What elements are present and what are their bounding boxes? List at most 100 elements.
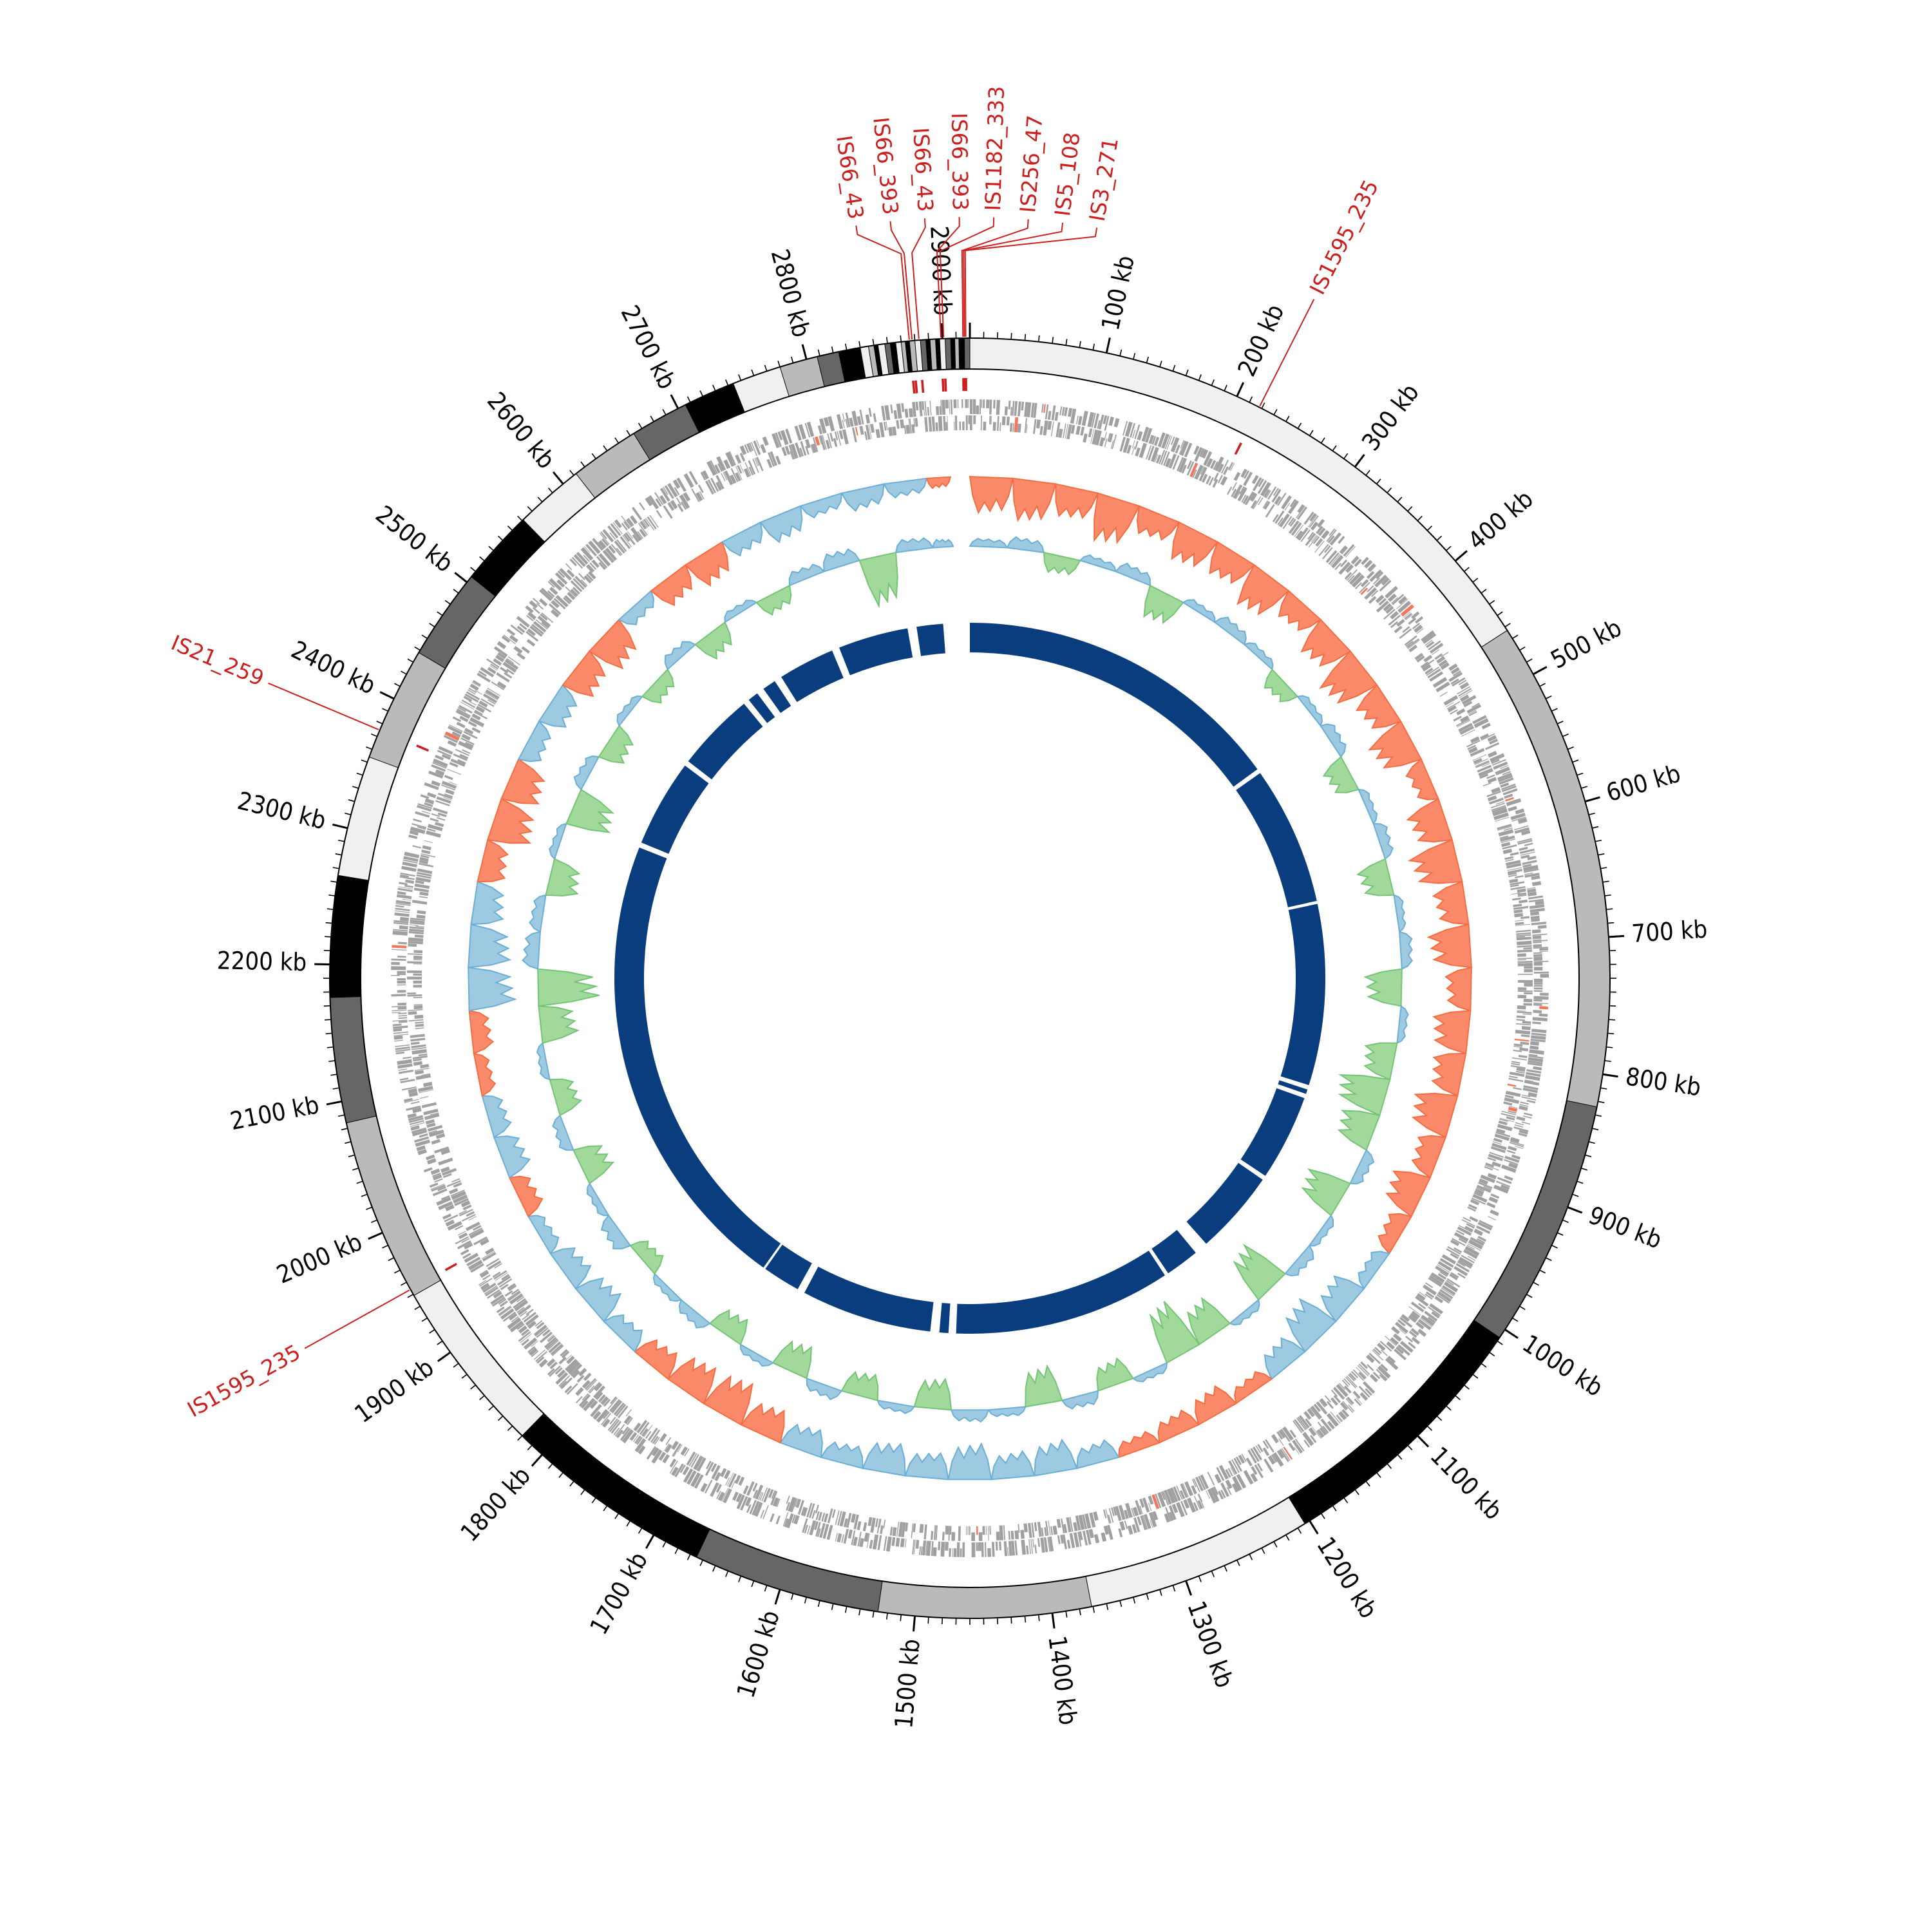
gene-reverse [730, 468, 739, 482]
minor-tick [1526, 658, 1533, 663]
gene-reverse [949, 1526, 952, 1535]
gene-reverse [1056, 422, 1061, 438]
gene-reverse [413, 963, 422, 965]
gene-reverse [415, 1027, 424, 1030]
gene-forward [556, 579, 565, 588]
gene-forward [972, 399, 976, 415]
gene-reverse [453, 753, 468, 761]
gene-forward [1502, 771, 1511, 775]
gene-forward [1319, 1427, 1327, 1436]
gene-forward [1043, 404, 1046, 413]
gene-forward [493, 1291, 502, 1299]
karyotype-band [1473, 1101, 1597, 1338]
gene-reverse [585, 564, 595, 573]
gene-forward [1379, 1374, 1387, 1382]
minor-tick [371, 1219, 377, 1223]
gene-forward [441, 753, 451, 760]
gene-reverse [1474, 758, 1489, 765]
gene-reverse [1395, 1321, 1408, 1334]
gene-reverse [1499, 1118, 1508, 1122]
gene-forward [1539, 951, 1549, 952]
gene-forward [663, 486, 668, 495]
gene-reverse [413, 950, 423, 954]
minor-tick [1497, 611, 1503, 616]
is-label-connector [889, 221, 913, 340]
gene-reverse [1523, 947, 1532, 950]
major-tick [912, 1616, 916, 1632]
gc-content-positive-window [1079, 554, 1117, 573]
gene-reverse [1506, 862, 1522, 869]
gene-reverse [1052, 1525, 1058, 1535]
gene-forward [402, 898, 412, 901]
band-boundary [685, 404, 700, 433]
gene-reverse [411, 1044, 426, 1048]
gene-forward [869, 1540, 873, 1549]
gene-forward [1104, 415, 1110, 431]
gene-reverse [1070, 424, 1075, 434]
gene-forward [401, 866, 417, 872]
gene-forward [1369, 1374, 1378, 1383]
gene-forward [509, 1312, 518, 1321]
gene-reverse [672, 1443, 681, 1457]
gene-reverse [1492, 1142, 1507, 1151]
gene-forward [1273, 1452, 1284, 1467]
gene-reverse [1132, 446, 1135, 455]
gene-reverse [837, 1511, 842, 1526]
gene-forward [1533, 978, 1543, 983]
gc-content-negative-window [858, 551, 898, 609]
gene-forward [445, 1204, 455, 1211]
gc-content-positive-window [1243, 642, 1274, 671]
gene-forward [1077, 415, 1083, 426]
gene-forward [400, 1079, 415, 1084]
gene-forward [1170, 437, 1180, 453]
gene-forward [603, 1411, 610, 1419]
gene-reverse [447, 768, 462, 775]
minor-tick [1539, 683, 1546, 687]
gene-forward [452, 716, 462, 723]
gene-forward [1387, 1356, 1396, 1364]
karyotype-band [930, 339, 938, 370]
gene-reverse [1217, 475, 1223, 484]
minor-tick [1249, 1553, 1253, 1560]
gene-reverse [1437, 1261, 1452, 1271]
minor-tick [603, 1505, 608, 1511]
gene-reverse [576, 1374, 585, 1383]
gene-forward [1277, 493, 1287, 506]
band-boundary [900, 341, 905, 373]
minor-tick [1539, 1269, 1546, 1274]
gene-forward [700, 471, 706, 480]
gene-reverse [428, 824, 443, 831]
gene-reverse [924, 417, 929, 432]
gc-skew-positive-window [925, 476, 952, 489]
gene-reverse [1318, 544, 1329, 556]
gene-reverse [1401, 1314, 1410, 1322]
gene-reverse [502, 661, 517, 673]
gene-forward [1459, 694, 1470, 702]
gene-reverse [724, 470, 734, 486]
gene-reverse [422, 845, 431, 851]
gene-reverse [1396, 619, 1405, 627]
gene-forward [527, 1346, 536, 1353]
gene-forward [687, 1470, 697, 1485]
gene-forward [1341, 1408, 1350, 1417]
gene-reverse [421, 849, 431, 855]
gene-forward [1466, 1244, 1475, 1250]
gene-reverse [1063, 423, 1066, 439]
is-element-label: IS66_393 [868, 116, 904, 216]
gene-forward [1372, 577, 1381, 585]
gene-reverse [886, 421, 888, 431]
gene-forward [1520, 1101, 1530, 1105]
gc-skew-negative-window [759, 505, 803, 544]
gene-reverse [1482, 782, 1492, 787]
gene-reverse [1493, 812, 1509, 820]
gene-reverse [867, 1517, 873, 1526]
gene-forward [435, 754, 444, 761]
gene-forward [1051, 405, 1056, 421]
gene-forward [392, 1019, 408, 1022]
gene-forward [457, 1231, 466, 1236]
gene-forward [968, 399, 969, 408]
gene-forward [1519, 1104, 1529, 1107]
gene-reverse [1450, 1239, 1460, 1247]
gene-reverse [1253, 1446, 1262, 1461]
gene-forward [717, 1492, 725, 1501]
